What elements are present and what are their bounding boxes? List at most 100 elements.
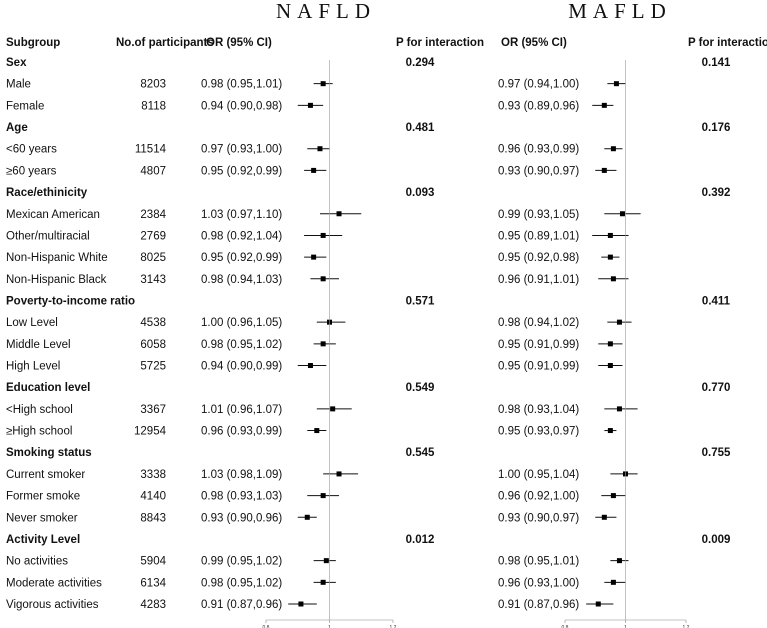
or-ci-text: 1.01 (0.96,1.07)	[201, 404, 282, 416]
or-ci-text: 0.91 (0.87,0.96)	[498, 599, 579, 611]
point-estimate	[607, 232, 613, 238]
point-estimate	[607, 363, 613, 369]
point-estimate	[616, 558, 622, 564]
group-label: Activity Level	[6, 534, 80, 546]
p-interaction: 0.176	[702, 122, 731, 134]
or-ci-text: 0.95 (0.92,0.98)	[498, 252, 579, 264]
participants-header: No.of participants	[116, 37, 214, 49]
point-estimate	[619, 211, 625, 217]
participant-count: 4140	[140, 491, 166, 503]
participant-count: 8118	[141, 100, 166, 112]
or-ci-text: 0.95 (0.89,1.01)	[498, 230, 579, 242]
point-estimate	[613, 81, 619, 87]
point-estimate	[610, 493, 616, 499]
or-ci-text: 0.98 (0.94,1.03)	[201, 274, 282, 286]
point-estimate	[317, 146, 323, 152]
or-ci-text: 1.03 (0.98,1.09)	[201, 469, 282, 481]
or-ci-text: 0.97 (0.93,1.00)	[201, 144, 282, 156]
nafld-p-header: P for interaction	[396, 37, 484, 49]
or-ci-text: 0.95 (0.91,0.99)	[498, 339, 579, 351]
participant-count: 4283	[140, 599, 166, 611]
group-label: Education level	[6, 382, 90, 394]
or-ci-text: 0.98 (0.95,1.01)	[201, 79, 282, 91]
or-ci-text: 0.96 (0.93,0.99)	[498, 144, 579, 156]
or-ci-text: 0.93 (0.89,0.96)	[498, 100, 579, 112]
or-ci-text: 1.00 (0.96,1.05)	[201, 317, 282, 329]
point-estimate	[307, 102, 313, 108]
x-tick-label: 1	[328, 625, 331, 628]
participant-count: 6058	[140, 339, 166, 351]
mafld-or-header: OR (95% CI)	[501, 37, 567, 49]
or-ci-text: 0.91 (0.87,0.96)	[201, 599, 282, 611]
point-estimate	[320, 493, 326, 499]
or-ci-text: 0.99 (0.95,1.02)	[201, 556, 282, 568]
point-estimate	[610, 146, 616, 152]
or-ci-text: 1.00 (0.95,1.04)	[498, 469, 579, 481]
point-estimate	[320, 81, 326, 87]
subgroup-label: <High school	[6, 404, 73, 416]
subgroup-label: High Level	[6, 361, 60, 373]
p-interaction: 0.755	[702, 447, 731, 459]
participant-count: 8843	[140, 512, 166, 524]
participant-count: 8025	[140, 252, 166, 264]
or-ci-text: 0.95 (0.93,0.97)	[498, 426, 579, 438]
or-ci-text: 0.98 (0.95,1.02)	[201, 339, 282, 351]
x-tick-label: 1.2	[683, 625, 690, 628]
subgroup-label: <60 years	[6, 144, 57, 156]
point-estimate	[323, 558, 329, 564]
subgroup-label: Non-Hispanic White	[6, 252, 108, 264]
p-interaction: 0.012	[406, 534, 435, 546]
point-estimate	[307, 363, 313, 369]
subgroup-label: Mexican American	[6, 209, 100, 221]
or-ci-text: 0.96 (0.93,0.99)	[201, 426, 282, 438]
or-ci-text: 0.95 (0.92,0.99)	[201, 165, 282, 177]
subgroup-label: Former smoke	[6, 491, 80, 503]
point-estimate	[311, 254, 317, 260]
group-label: Age	[6, 122, 28, 134]
or-ci-text: 0.99 (0.93,1.05)	[498, 209, 579, 221]
point-estimate	[320, 232, 326, 238]
or-ci-text: 0.97 (0.94,1.00)	[498, 79, 579, 91]
p-interaction: 0.549	[406, 382, 435, 394]
participant-count: 11514	[135, 144, 167, 156]
point-estimate	[320, 579, 326, 585]
group-label: Sex	[6, 57, 27, 69]
or-ci-text: 0.95 (0.91,0.99)	[498, 361, 579, 373]
point-estimate	[607, 428, 613, 434]
x-tick-label: 0.8	[562, 625, 569, 628]
point-estimate	[607, 254, 613, 260]
or-ci-text: 0.93 (0.90,0.97)	[498, 165, 579, 177]
forest-rows: Sex 0.294 0.141 Male 8203 0.98 (0.95,1.01) 0.9…	[6, 57, 731, 611]
point-estimate	[320, 341, 326, 347]
participant-count: 5725	[140, 361, 166, 373]
plot-header: NAFLD MAFLD Subgroup No.of participants …	[6, 0, 767, 49]
point-estimate	[601, 102, 607, 108]
or-ci-text: 0.96 (0.93,1.00)	[498, 577, 579, 589]
or-ci-text: 0.98 (0.95,1.01)	[498, 556, 579, 568]
or-ci-text: 0.94 (0.90,0.99)	[201, 361, 282, 373]
subgroup-label: Vigorous activities	[6, 599, 99, 611]
x-tick-label: 1.2	[390, 625, 397, 628]
or-ci-text: 0.93 (0.90,0.97)	[498, 512, 579, 524]
or-ci-text: 0.98 (0.93,1.04)	[498, 404, 579, 416]
subgroup-label: ≥High school	[6, 426, 72, 438]
participant-count: 4538	[140, 317, 166, 329]
x-tick-label: 0.8	[263, 625, 270, 628]
subgroup-label: Moderate activities	[6, 577, 102, 589]
point-estimate	[314, 428, 320, 434]
subgroup-label: No activities	[6, 556, 68, 568]
p-interaction: 0.571	[406, 295, 435, 307]
point-estimate	[336, 471, 342, 477]
participant-count: 2769	[140, 230, 166, 242]
participant-count: 5904	[140, 556, 166, 568]
p-interaction: 0.411	[702, 295, 731, 307]
point-estimate	[320, 276, 326, 282]
group-label: Poverty-to-income ratio	[6, 295, 135, 307]
subgroup-label: Low Level	[6, 317, 58, 329]
p-interaction: 0.392	[702, 187, 731, 199]
p-interaction: 0.093	[406, 187, 435, 199]
point-estimate	[601, 167, 607, 173]
mafld-p-header: P for interaction	[688, 37, 767, 49]
x-tick-label: 1	[624, 625, 627, 628]
or-ci-text: 1.03 (0.97,1.10)	[201, 209, 282, 221]
